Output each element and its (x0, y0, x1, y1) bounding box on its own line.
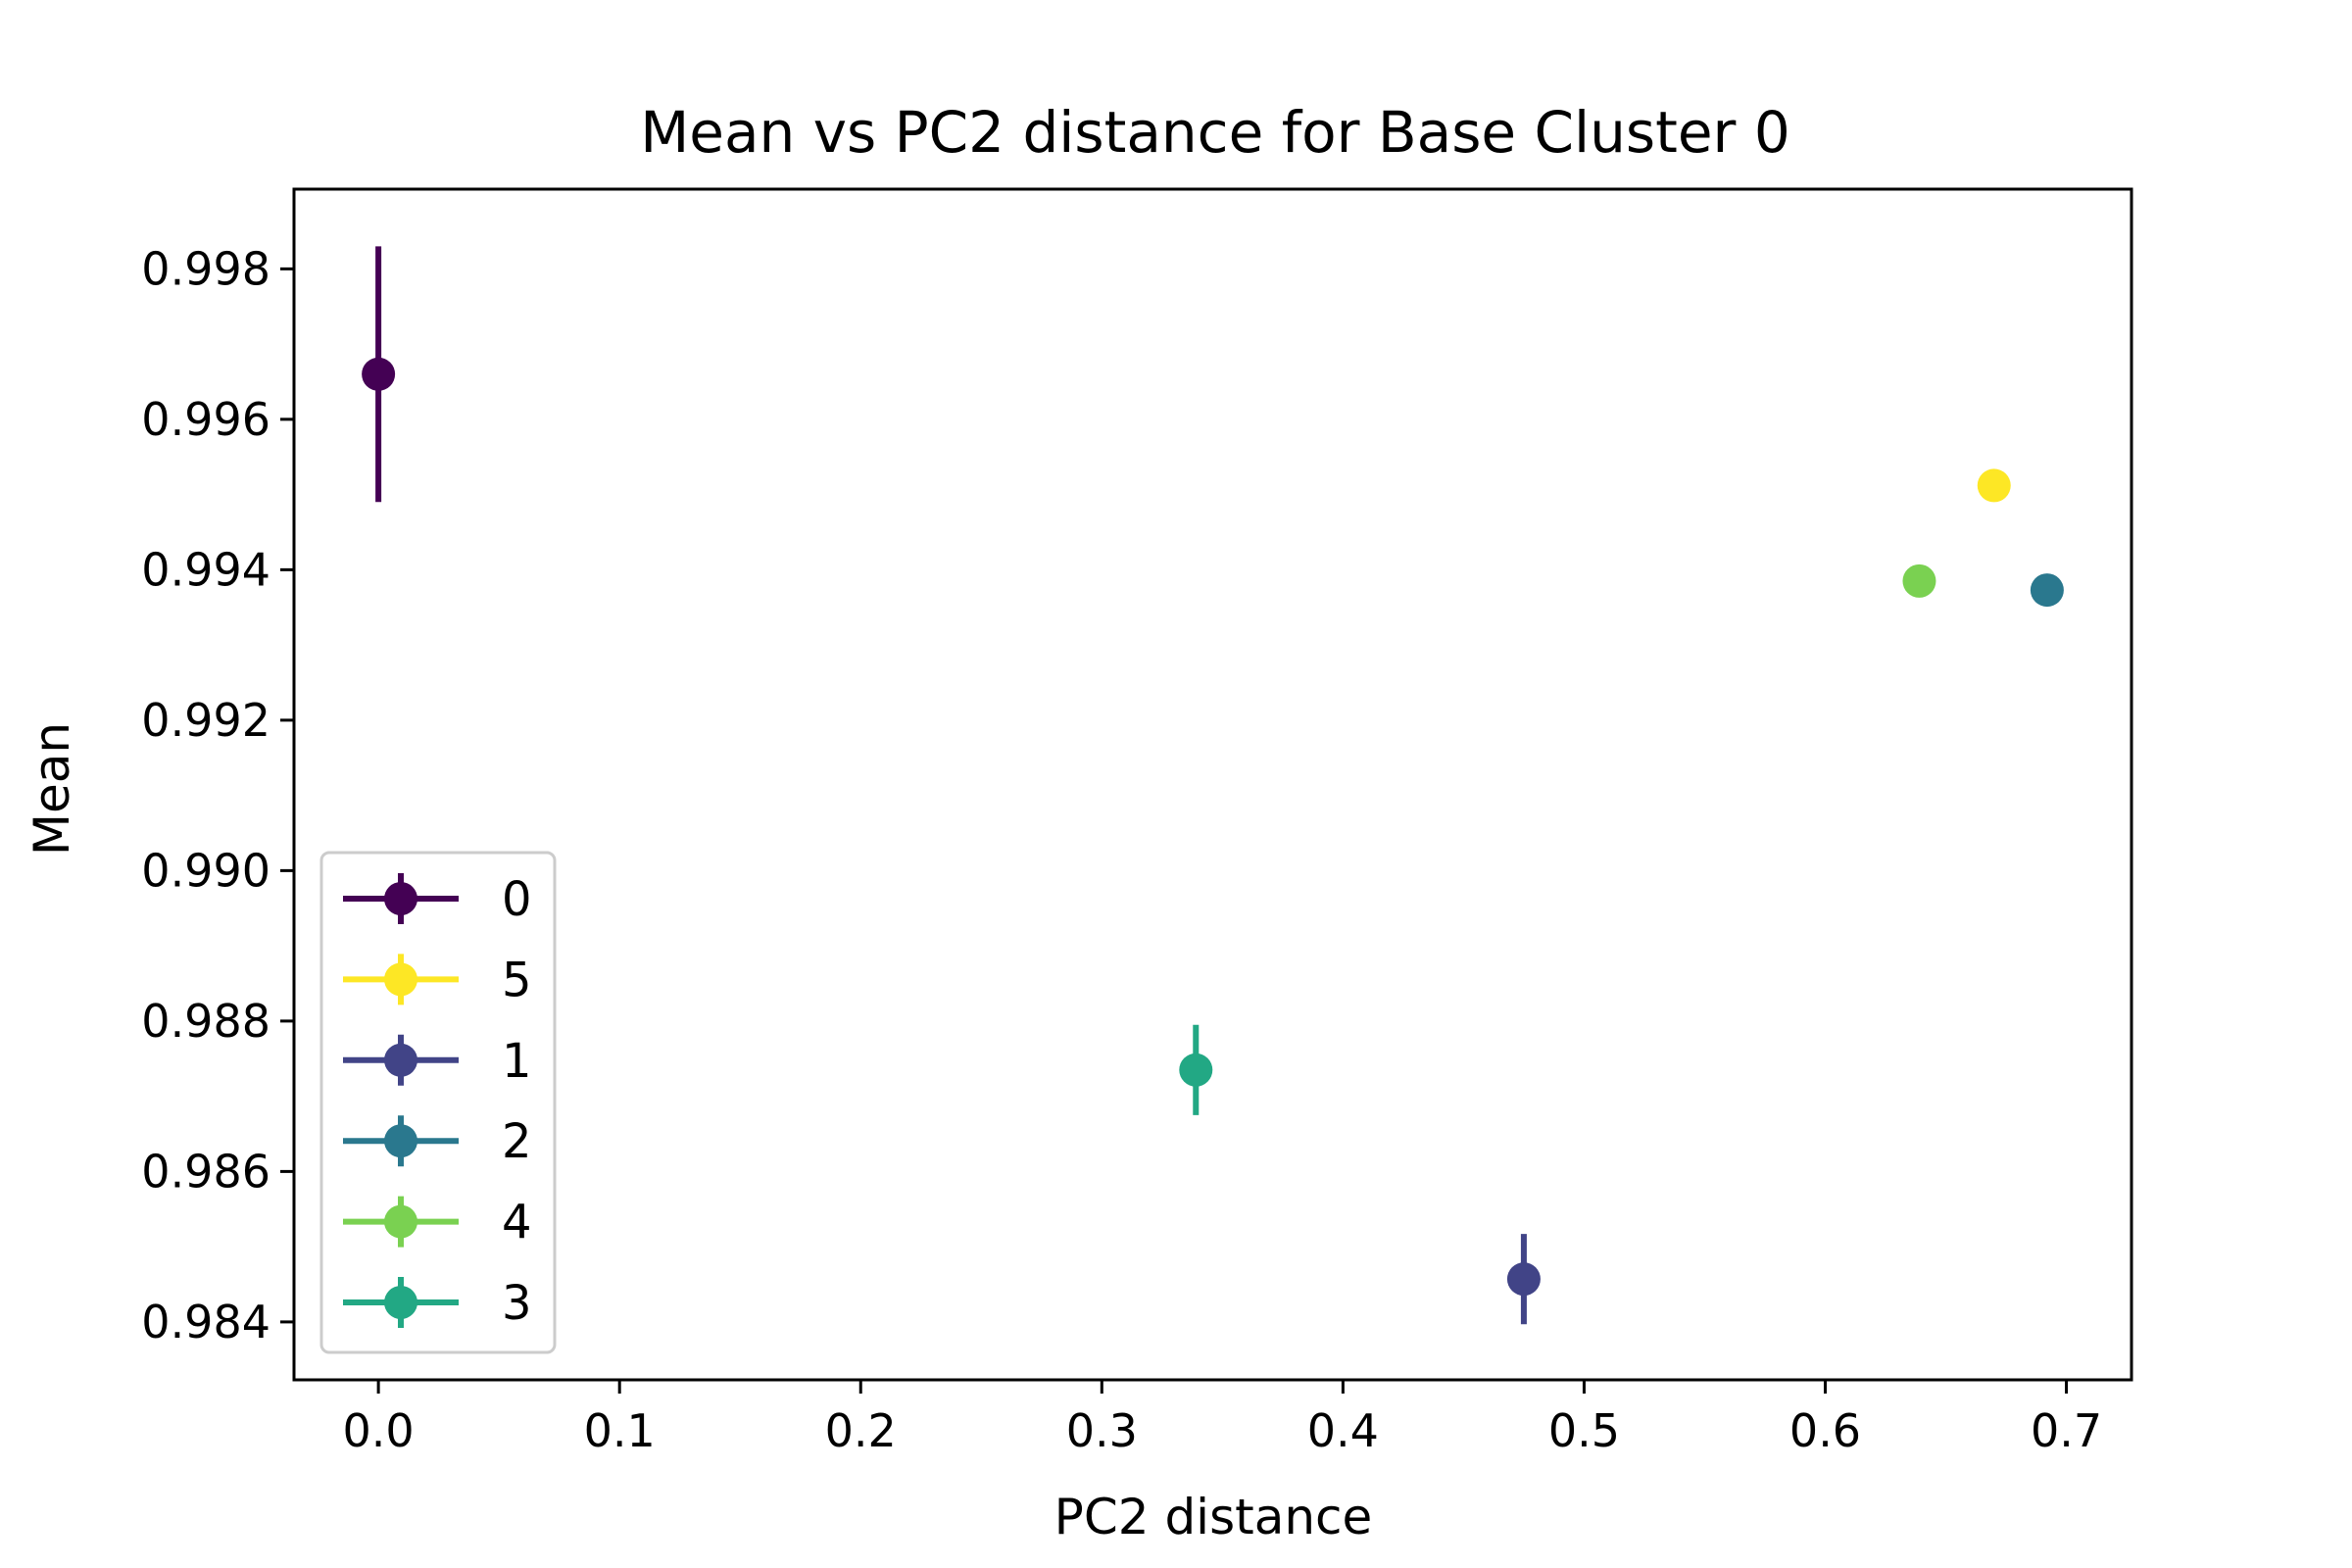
legend-entries: 0 5 1 2 4 3 (343, 872, 532, 1331)
x-axis: 0.0 0.1 0.2 0.3 0.4 0.5 0.6 0.7 (343, 1380, 2102, 1457)
x-tick-label: 0.5 (1548, 1404, 1620, 1457)
legend-marker (384, 1043, 417, 1077)
data-point (1902, 564, 1936, 598)
legend-entry: 2 (343, 1114, 532, 1169)
legend-entry: 0 (343, 872, 532, 927)
legend-marker (384, 882, 417, 915)
x-tick-label: 0.1 (584, 1404, 656, 1457)
y-tick-label: 0.994 (141, 543, 270, 596)
data-point (362, 357, 396, 391)
series-1 (1506, 1234, 1541, 1325)
legend-marker (384, 1286, 417, 1319)
legend-label: 1 (502, 1034, 532, 1089)
y-tick-label: 0.984 (141, 1296, 270, 1348)
legend-marker (384, 1124, 417, 1158)
chart-title: Mean vs PC2 distance for Base Cluster 0 (640, 99, 1790, 166)
plot-area: 0.0 0.1 0.2 0.3 0.4 0.5 0.6 0.7 0.984 0.986 0.988… (141, 187, 2133, 1457)
legend-entry: 5 (343, 953, 532, 1007)
y-tick-label: 0.998 (141, 242, 270, 295)
series-2 (2030, 573, 2064, 608)
series-3 (1179, 1024, 1213, 1115)
legend-label: 4 (502, 1196, 532, 1250)
series-4 (1902, 564, 1936, 598)
x-tick-label: 0.6 (1789, 1404, 1861, 1457)
legend-entry: 3 (343, 1276, 532, 1331)
series-5 (1977, 468, 2011, 503)
legend: 0 5 1 2 4 3 (319, 851, 557, 1354)
y-tick-label: 0.986 (141, 1145, 270, 1198)
legend-entry: 4 (343, 1196, 532, 1250)
data-point (1977, 468, 2011, 503)
legend-marker (384, 1204, 417, 1239)
legend-label: 2 (502, 1114, 532, 1169)
plot-frame (292, 187, 2133, 1382)
data-point (1506, 1262, 1541, 1297)
data-point (1179, 1053, 1213, 1087)
series-0 (362, 246, 396, 503)
y-tick-label: 0.992 (141, 694, 270, 747)
x-tick-label: 0.2 (825, 1404, 897, 1457)
x-tick-label: 0.0 (343, 1404, 415, 1457)
y-axis: 0.984 0.986 0.988 0.990 0.992 0.994 0.996 0.998 (141, 242, 294, 1348)
legend-entry: 1 (343, 1034, 532, 1089)
y-axis-label: Mean (24, 722, 80, 856)
y-tick-label: 0.996 (141, 393, 270, 446)
y-tick-label: 0.988 (141, 995, 270, 1048)
data-points (362, 246, 2064, 1325)
y-tick-label: 0.990 (141, 844, 270, 897)
x-tick-label: 0.7 (2031, 1404, 2102, 1457)
legend-label: 5 (502, 953, 532, 1007)
legend-marker (384, 962, 417, 997)
x-tick-label: 0.4 (1307, 1404, 1379, 1457)
legend-label: 3 (502, 1276, 532, 1331)
x-tick-label: 0.3 (1066, 1404, 1138, 1457)
x-axis-label: PC2 distance (1054, 1489, 1373, 1545)
legend-label: 0 (502, 872, 532, 927)
data-point (2030, 573, 2064, 608)
